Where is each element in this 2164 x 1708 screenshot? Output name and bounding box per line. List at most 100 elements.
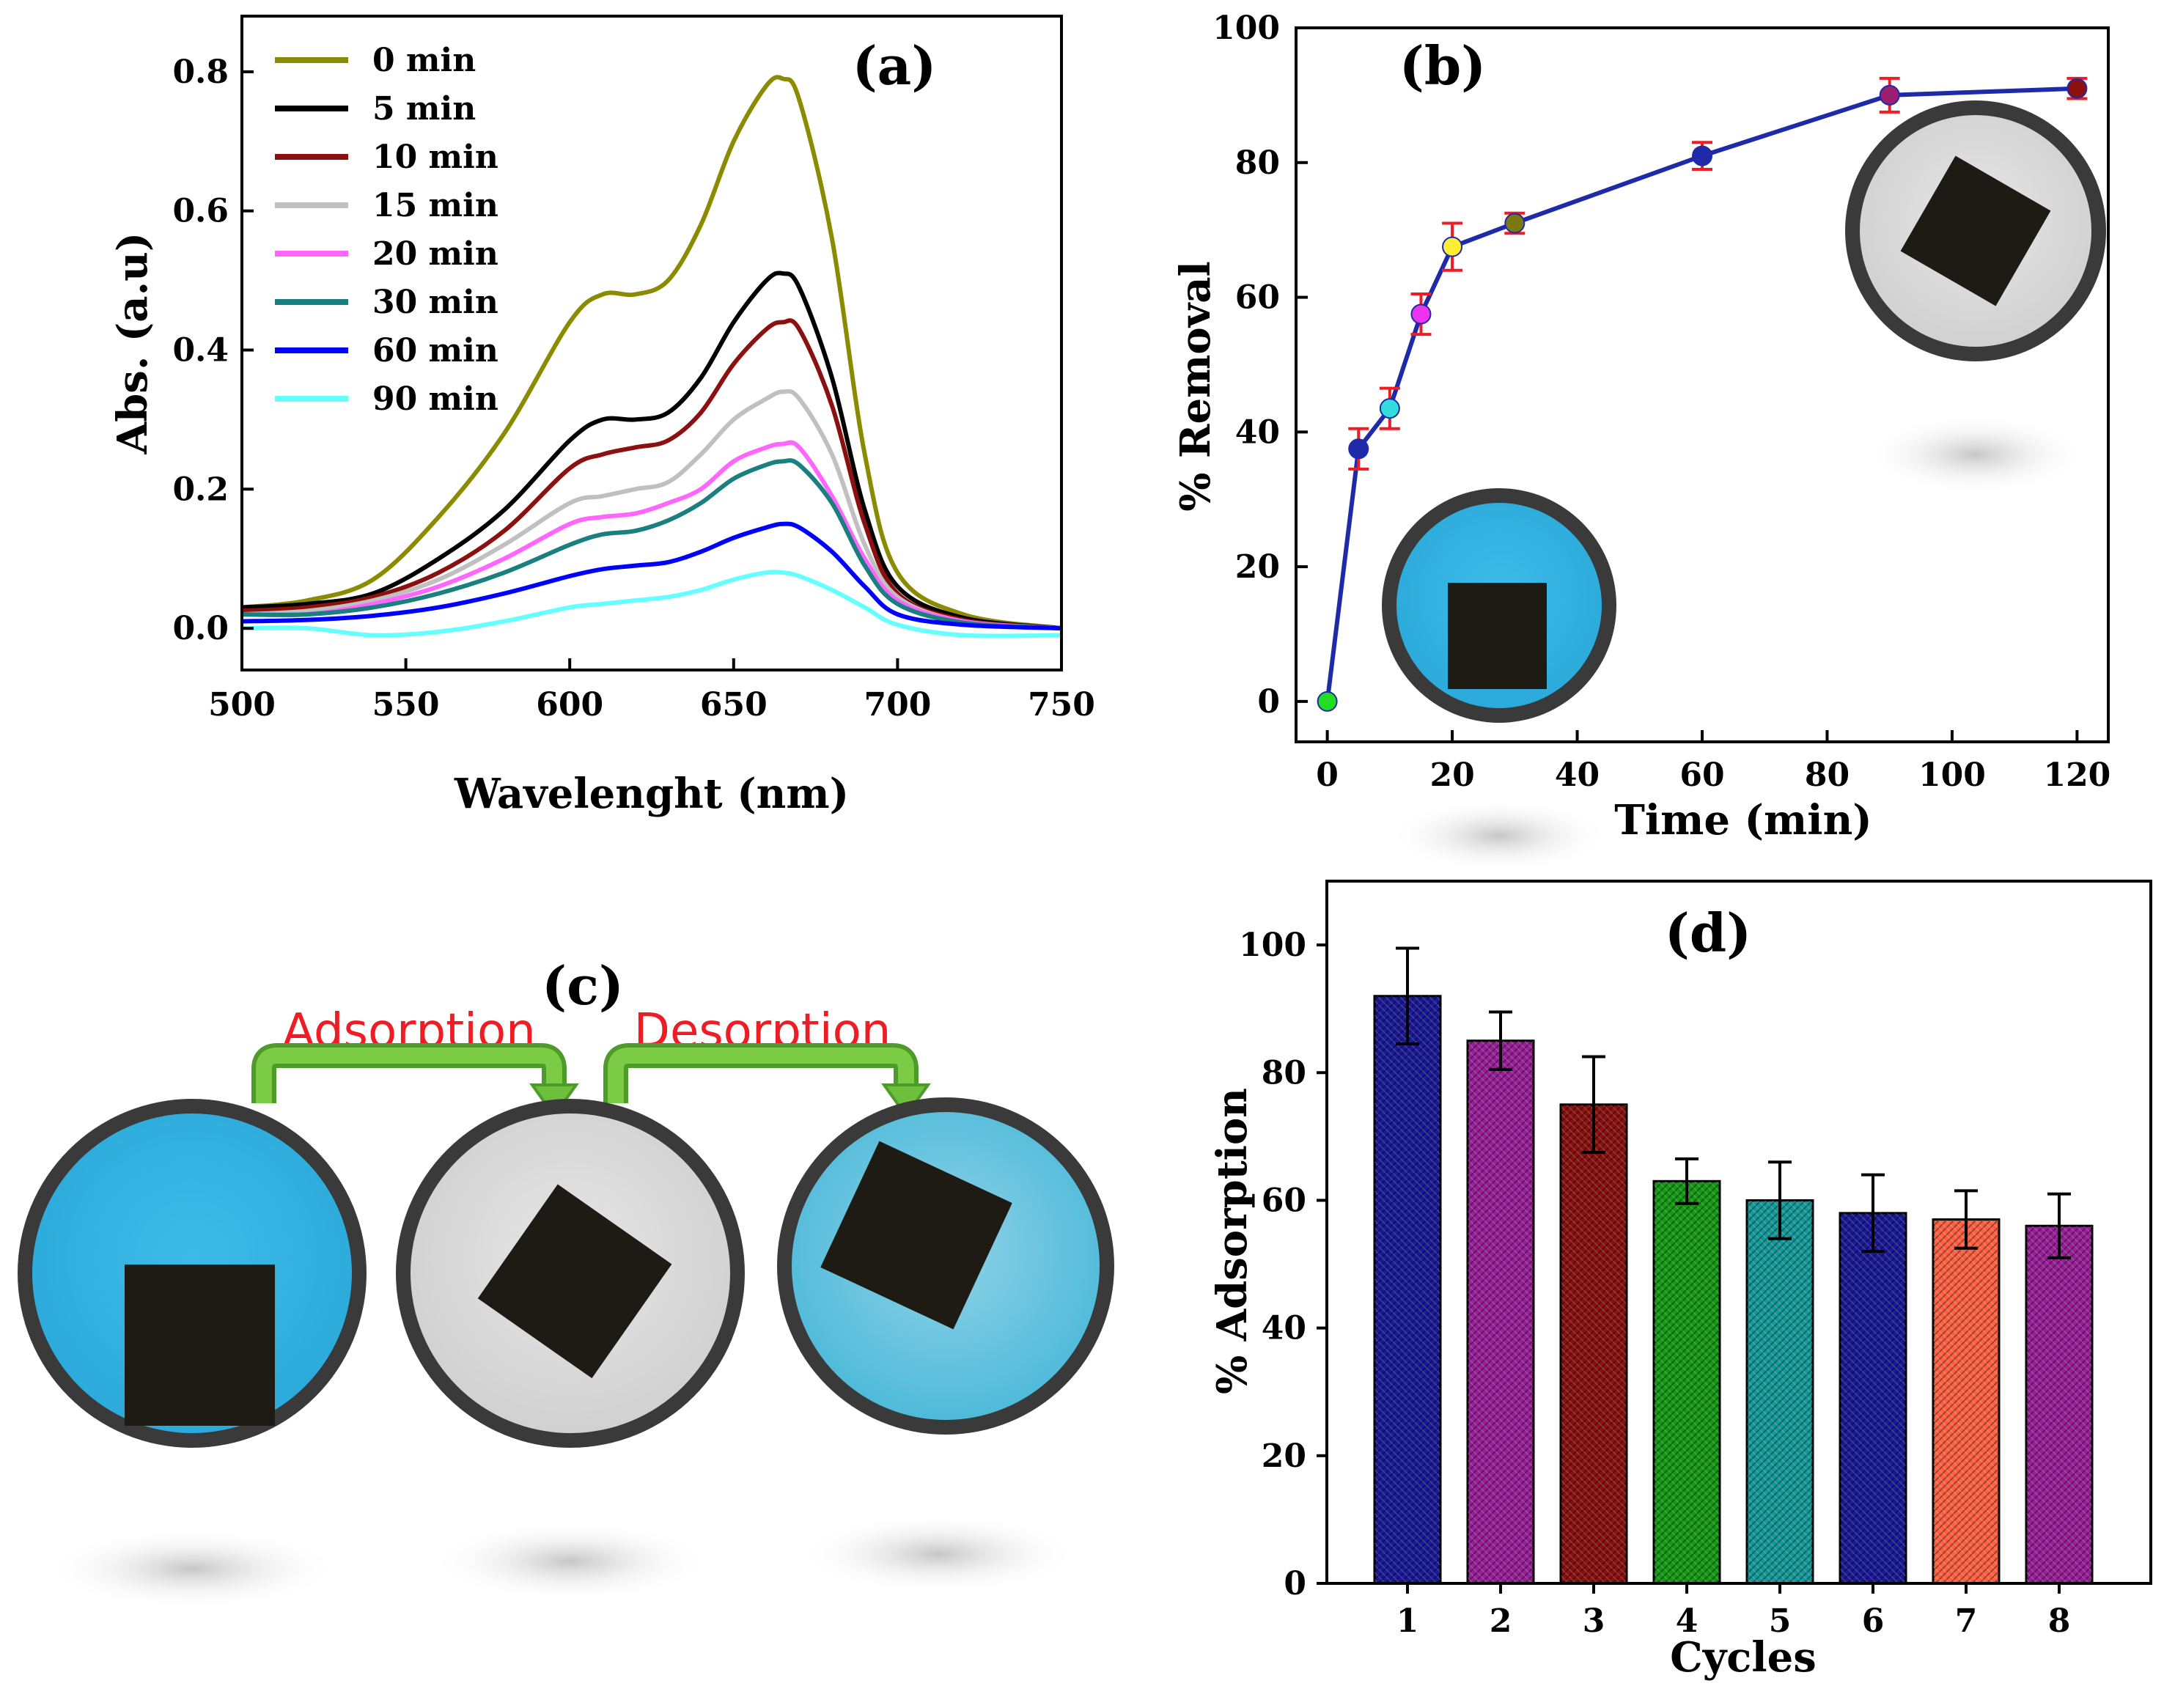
legend-label-5: 30 min (372, 284, 498, 321)
y-tick-label: 20 (1235, 548, 1280, 586)
dish-shadow (1866, 414, 2086, 495)
spectrum-line-7 (241, 570, 1062, 638)
petri-dish-clear-icon (1845, 100, 2106, 361)
data-point-4 (1442, 236, 1463, 257)
petri-dish-blue-icon (777, 1097, 1114, 1435)
panel-b-xlabel: Time (min) (1614, 796, 1872, 844)
data-point-3 (1410, 303, 1432, 325)
x-tick-label: 5 (1769, 1602, 1792, 1640)
panel-a-label: (a) (853, 34, 937, 97)
y-tick-label: 80 (1235, 144, 1280, 182)
x-tick-label: 600 (536, 686, 603, 724)
y-tick-label: 0.8 (172, 54, 229, 91)
x-tick-label: 2 (1490, 1602, 1512, 1640)
bar-texture-6 (1840, 1212, 1906, 1583)
spectrum-line-4 (241, 440, 1062, 631)
y-tick-label: 40 (1235, 413, 1280, 451)
x-tick-label: 0 (1316, 757, 1339, 794)
panel-a: 500 550 600 650 700 750 0.0 0.2 0.4 0.6 0.8 (a) Wa… (108, 15, 1095, 818)
dish-shadow (799, 1514, 1078, 1594)
desorption-arrow-icon (603, 1043, 931, 1119)
y-tick-label: 60 (1235, 279, 1280, 317)
spectrum-line-3 (241, 389, 1062, 631)
panel-b-label: (b) (1399, 34, 1486, 97)
legend-label-0: 0 min (372, 42, 476, 79)
bar-texture-8 (2026, 1226, 2092, 1583)
x-tick-label: 4 (1676, 1602, 1699, 1640)
panel-d-frame (1325, 880, 2152, 1585)
data-point-6 (1692, 145, 1712, 166)
y-tick-label: 0.0 (172, 610, 229, 647)
y-tick-label: 0 (1257, 683, 1280, 721)
spectrum-line-6 (241, 521, 1062, 631)
x-tick-label: 100 (1918, 757, 1986, 794)
panel-c-label: (c) (542, 954, 624, 1017)
panel-a-series-layer (241, 75, 1062, 638)
legend-label-3: 15 min (372, 187, 498, 224)
x-tick-label: 80 (1805, 757, 1850, 794)
bar-texture-4 (1654, 1181, 1720, 1583)
spectrum-line-0 (241, 75, 1062, 631)
y-tick-label: 40 (1262, 1310, 1306, 1347)
dish-shadow (431, 1521, 710, 1602)
data-point-1 (1348, 438, 1369, 460)
panel-b: 0 20 40 60 80 100 120 0 20 40 60 80 100 (b) Time (mi… (1171, 10, 2110, 872)
x-tick-label: 3 (1583, 1602, 1605, 1640)
panel-a-frame (240, 15, 1063, 671)
data-point-7 (1879, 84, 1900, 106)
y-tick-label: 0.4 (172, 331, 229, 369)
x-tick-label: 60 (1679, 757, 1724, 794)
bar-texture-2 (1468, 1040, 1534, 1583)
bar-texture-5 (1747, 1200, 1813, 1583)
dish-shadow (1389, 799, 1609, 872)
data-point-0 (1317, 691, 1338, 712)
bar-texture-1 (1374, 995, 1440, 1583)
x-tick-label: 650 (700, 686, 768, 724)
data-point-8 (2067, 78, 2088, 99)
legend-label-4: 20 min (372, 235, 498, 273)
spectrum-line-2 (241, 318, 1062, 631)
y-tick-label: 100 (1212, 10, 1280, 47)
legend-label-6: 60 min (372, 332, 498, 369)
panel-d-bars-layer (1373, 946, 2094, 1585)
y-tick-label: 0.6 (172, 193, 229, 230)
panel-b-ylabel: % Removal (1171, 261, 1220, 512)
bar-texture-7 (1933, 1219, 1999, 1583)
spectrum-line-1 (241, 270, 1062, 631)
panel-a-legend: 0 min 5 min 10 min 15 min 20 min 30 min 60 min… (275, 42, 498, 418)
x-tick-label: 6 (1862, 1602, 1885, 1640)
x-tick-label: 550 (372, 686, 440, 724)
x-tick-label: 7 (1955, 1602, 1978, 1640)
y-tick-label: 100 (1239, 927, 1306, 964)
y-tick-label: 80 (1262, 1054, 1306, 1092)
panel-a-ticks: 500 550 600 650 700 750 0.0 0.2 0.4 0.6 0.8 (172, 54, 1094, 724)
data-point-5 (1504, 213, 1526, 234)
panel-b-ticks: 0 20 40 60 80 100 120 0 20 40 60 80 100 (1212, 10, 2110, 794)
panel-d-ylabel: % Adsorption (1208, 1088, 1256, 1394)
y-tick-label: 0.2 (172, 471, 229, 508)
spectrum-line-5 (241, 458, 1062, 631)
y-tick-label: 0 (1284, 1565, 1306, 1602)
y-tick-label: 60 (1262, 1182, 1306, 1219)
dish-shadow (45, 1528, 339, 1609)
panel-a-ylabel: Abs. (a.u) (108, 232, 157, 455)
bar-texture-3 (1561, 1104, 1627, 1583)
legend-label-7: 90 min (372, 380, 498, 418)
panel-a-xlabel: Wavelenght (nm) (454, 770, 849, 818)
x-tick-label: 750 (1028, 686, 1095, 724)
x-tick-label: 500 (208, 686, 276, 724)
x-tick-label: 20 (1429, 757, 1474, 794)
x-tick-label: 8 (2048, 1602, 2071, 1640)
petri-dish-clear-icon (396, 1099, 745, 1448)
y-tick-label: 20 (1262, 1438, 1306, 1475)
x-tick-label: 40 (1555, 757, 1600, 794)
x-tick-label: 700 (864, 686, 931, 724)
x-tick-label: 1 (1396, 1602, 1419, 1640)
petri-dish-blue-icon (18, 1099, 367, 1448)
x-tick-label: 120 (2043, 757, 2110, 794)
legend-label-2: 10 min (372, 139, 498, 176)
data-point-2 (1379, 398, 1400, 419)
